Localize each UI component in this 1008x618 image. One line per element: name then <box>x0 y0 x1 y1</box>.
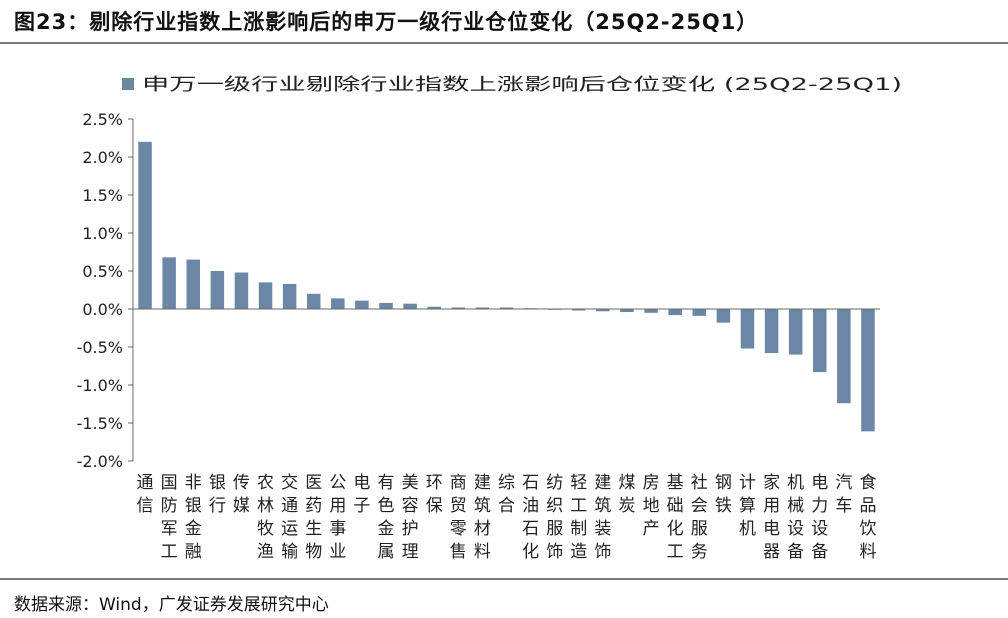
bar <box>355 300 369 309</box>
y-tick-label: 2.0% <box>82 148 123 167</box>
x-tick-label: 机械设备 <box>787 473 804 562</box>
x-tick-label: 计算机 <box>739 473 756 539</box>
x-tick-label: 国防军工 <box>161 473 178 562</box>
y-tick-label: -0.5% <box>77 338 123 357</box>
x-tick-label: 综合 <box>498 473 515 516</box>
bar <box>764 309 779 354</box>
bar <box>572 309 586 311</box>
bar <box>282 283 297 309</box>
bar <box>210 271 225 309</box>
bar <box>475 307 490 309</box>
bar <box>837 309 851 404</box>
x-tick-label: 煤炭 <box>618 473 635 516</box>
bar <box>740 309 755 349</box>
x-tick-label: 公用事业 <box>329 473 346 562</box>
y-tick-label: 0.0% <box>82 300 123 319</box>
bar-series <box>138 141 875 432</box>
figure-title: 图23：剔除行业指数上涨影响后的申万一级行业仓位变化（25Q2-25Q1） <box>14 10 759 34</box>
bar <box>427 306 441 309</box>
x-axis: 通信国防军工非银金融银行传媒农林牧渔交通运输医药生物公用事业电子有色金属美容护理… <box>133 308 880 562</box>
x-tick-label: 家用电器 <box>763 473 780 562</box>
y-tick-label: 1.0% <box>82 224 123 243</box>
x-tick-label: 电力设备 <box>811 473 828 562</box>
x-tick-label: 轻工制造 <box>570 473 587 562</box>
x-tick-label: 食品饮料 <box>859 473 876 562</box>
x-tick-label: 建筑材料 <box>474 473 491 562</box>
bar <box>403 303 417 309</box>
bar <box>813 309 827 373</box>
bar <box>668 309 682 316</box>
bar <box>379 302 393 309</box>
title-rule <box>0 42 1008 44</box>
x-tick-label: 商贸零售 <box>450 473 467 562</box>
x-tick-label: 钢铁 <box>715 473 732 516</box>
figure-source: 数据来源：Wind，广发证券发展研究中心 <box>14 595 329 615</box>
bar <box>186 259 200 309</box>
x-tick-label: 美容护理 <box>402 473 419 562</box>
bar-chart: 申万一级行业剔除行业指数上涨影响后仓位变化 (25Q2-25Q1) 2.5%2.… <box>77 75 902 562</box>
bar <box>788 309 803 355</box>
chart-legend: 申万一级行业剔除行业指数上涨影响后仓位变化 (25Q2-25Q1) <box>122 75 902 95</box>
bar <box>692 309 707 316</box>
bar <box>620 309 634 313</box>
x-tick-label: 非银金融 <box>185 473 202 562</box>
y-tick-label: 2.5% <box>82 110 123 129</box>
legend-label: 申万一级行业剔除行业指数上涨影响后仓位变化 (25Q2-25Q1) <box>142 75 902 95</box>
x-tick-label: 社会服务 <box>691 473 708 562</box>
x-tick-label: 交通运输 <box>281 473 298 562</box>
x-tick-label: 农林牧渔 <box>257 473 274 562</box>
bar <box>716 309 731 323</box>
x-tick-label: 房地产 <box>643 473 660 539</box>
y-tick-label: 0.5% <box>82 262 123 281</box>
x-tick-label: 建筑装饰 <box>594 473 611 562</box>
x-tick-label: 通信 <box>137 473 154 516</box>
x-tick-label: 医药生物 <box>305 473 322 562</box>
x-tick-label: 银行 <box>209 473 226 516</box>
y-tick-label: -1.0% <box>77 376 123 395</box>
bar <box>306 293 321 309</box>
bar <box>331 298 345 309</box>
source-rule <box>0 578 1008 580</box>
x-tick-label: 汽车 <box>835 473 852 516</box>
bar <box>138 141 152 309</box>
bar <box>596 309 610 312</box>
bar <box>499 307 514 309</box>
bar <box>162 257 176 309</box>
y-tick-label: -2.0% <box>77 452 123 471</box>
x-tick-label: 基础化工 <box>667 473 684 562</box>
x-tick-label: 电子 <box>353 473 370 516</box>
x-tick-label: 环保 <box>426 473 443 516</box>
y-tick-label: -1.5% <box>77 414 123 433</box>
x-tick-label: 有色金属 <box>378 473 395 562</box>
bar <box>234 272 249 309</box>
bar <box>644 309 658 313</box>
bar <box>861 309 875 432</box>
y-tick-label: 1.5% <box>82 186 123 205</box>
y-axis: 2.5% 2.0% 1.5% 1.0% 0.5% 0.0% -0.5% -1.0% -1.5% -… <box>77 110 134 471</box>
x-tick-label: 石油石化 <box>522 473 539 562</box>
bar <box>451 307 466 309</box>
legend-swatch <box>122 78 134 90</box>
bar <box>258 282 273 309</box>
x-tick-label: 传媒 <box>233 473 250 516</box>
x-tick-label: 纺织服饰 <box>546 473 563 562</box>
